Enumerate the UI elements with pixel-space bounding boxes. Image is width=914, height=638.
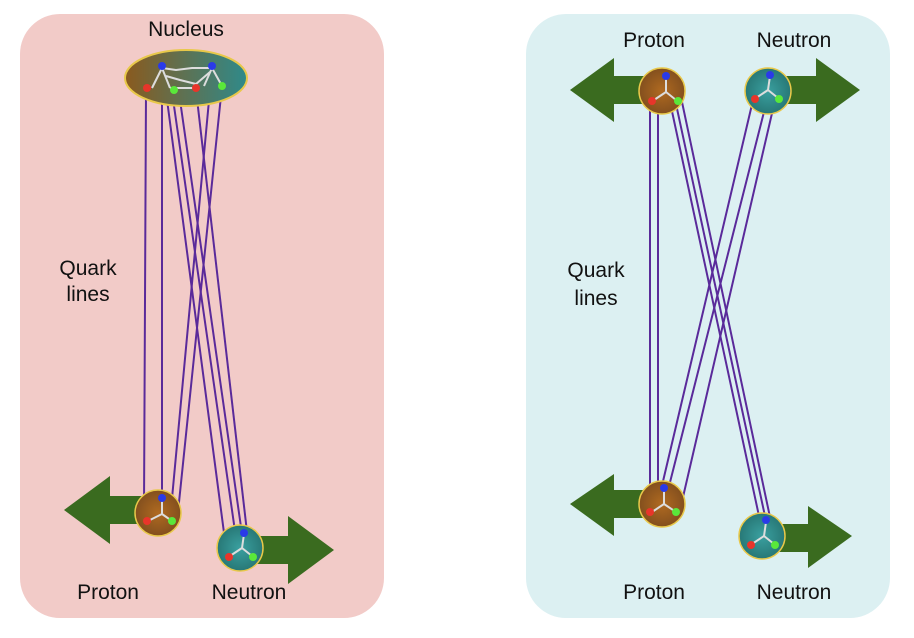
neutron-icon [216,524,264,572]
nucleus-icon [124,49,248,107]
arrow-right-icon [770,506,852,568]
arrow-right-icon [776,58,860,122]
quark-lines-label-line1: Quark [567,259,625,282]
quark-lines-left [143,67,251,559]
proton-label: Proton [77,581,139,604]
arrow-left-icon [570,58,654,122]
quark-lines-label-line2: lines [66,283,110,306]
arrow-right-icon [250,516,334,584]
neutron-top-label: Neutron [756,29,832,52]
neutron-bottom-label: Neutron [756,581,832,604]
proton-icon [134,489,182,537]
neutron-icon [744,67,792,115]
quark-lines-label-line1: Quark [59,257,117,280]
quark-lines-label-line2: lines [574,287,618,310]
neutron-label: Neutron [211,581,287,604]
proton-icon [638,67,686,115]
proton-bottom-label: Proton [623,581,685,604]
arrow-left-icon [64,476,150,544]
quark-lines-right [649,95,777,537]
nucleus-label: Nucleus [148,18,224,41]
proton-top-label: Proton [623,29,685,52]
neutron-icon [738,512,786,560]
proton-icon [638,480,686,528]
arrow-left-icon [570,474,654,536]
panel-final-state [526,14,890,618]
